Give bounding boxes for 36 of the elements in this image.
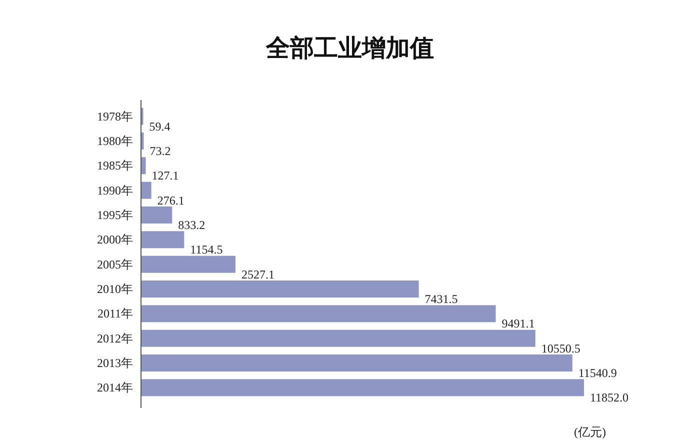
- data-label: 9491.1: [502, 316, 535, 331]
- y-tick-label: 2000年: [97, 232, 133, 247]
- y-tick-label: 2010年: [97, 282, 133, 296]
- bar: [141, 305, 496, 322]
- data-label: 11540.9: [578, 366, 617, 380]
- y-tick-label: 1978年: [97, 109, 133, 124]
- bar: [141, 379, 584, 396]
- bar: [141, 330, 536, 347]
- y-tick-label: 2013年: [97, 356, 133, 370]
- y-tick-label: 1995年: [97, 208, 133, 222]
- data-label: 10550.5: [541, 341, 580, 356]
- bar: [141, 182, 152, 199]
- y-tick-label: 1990年: [97, 183, 133, 198]
- text: (亿元): [574, 425, 606, 439]
- y-tick-label: 2012年: [97, 331, 133, 346]
- y-tick-label: 1980年: [97, 134, 133, 148]
- y-tick-label: 2005年: [97, 257, 133, 272]
- data-label: 73.2: [150, 144, 171, 158]
- data-label: 1154.5: [190, 242, 223, 257]
- bar: [141, 157, 146, 174]
- data-label: 2527.1: [241, 267, 274, 282]
- data-label: 11852.0: [590, 390, 629, 405]
- bar: [141, 354, 572, 372]
- data-label: 833.2: [178, 218, 206, 232]
- data-label: 276.1: [157, 193, 184, 208]
- y-tick-label: 1985年: [97, 158, 133, 173]
- bar: [141, 231, 184, 248]
- bar: [141, 206, 172, 224]
- y-tick-label: 2011年: [97, 306, 133, 321]
- chart-title: 全部工业增加值: [265, 35, 434, 62]
- data-label: 127.1: [152, 168, 179, 183]
- bar: [141, 280, 419, 298]
- data-label: 59.4: [149, 119, 170, 134]
- bar: [141, 256, 236, 273]
- y-tick-label: 2014年: [97, 380, 133, 395]
- data-label: 7431.5: [424, 292, 458, 306]
